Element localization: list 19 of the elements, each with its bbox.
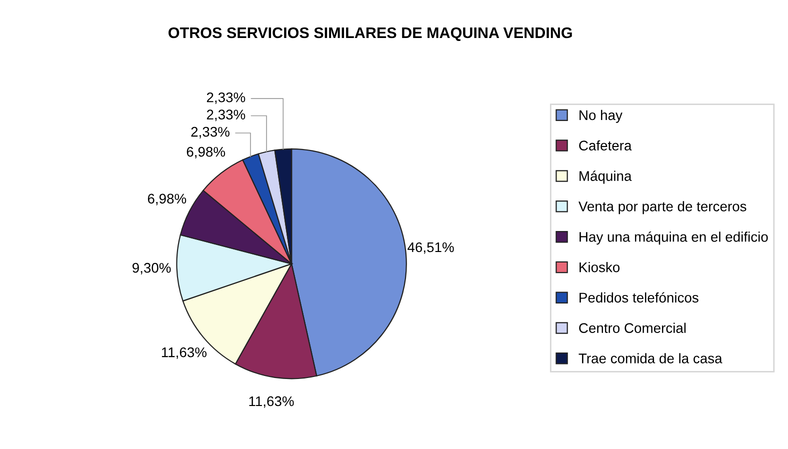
legend-label: Pedidos telefónicos bbox=[580, 292, 698, 303]
data-label: 6,98% bbox=[148, 194, 186, 206]
data-label: 9,30% bbox=[132, 262, 171, 274]
legend-label: Centro Comercial bbox=[579, 322, 686, 333]
data-label: 11,63% bbox=[249, 396, 294, 408]
legend-label: Cafetera bbox=[579, 140, 632, 150]
legend-label: Máquina bbox=[580, 170, 632, 184]
data-label: 11,63% bbox=[162, 347, 206, 359]
data-label: 46,51% bbox=[408, 242, 454, 254]
data-label: 6,98% bbox=[186, 146, 226, 158]
data-label: 2,33% bbox=[206, 92, 246, 104]
legend-label: Hay una máquina en el edificio bbox=[580, 231, 768, 245]
data-label: 2,33% bbox=[191, 126, 230, 138]
legend-label: Trae comida de la casa bbox=[578, 353, 722, 364]
legend-label: Venta por parte de terceros bbox=[578, 201, 746, 214]
legend-label: Kiosko bbox=[580, 262, 620, 272]
chart-title: OTROS SERVICIOS SIMILARES DE MAQUINA VENDING bbox=[168, 27, 572, 42]
legend-label: No hay bbox=[580, 110, 622, 123]
data-label: 2,33% bbox=[206, 110, 246, 122]
